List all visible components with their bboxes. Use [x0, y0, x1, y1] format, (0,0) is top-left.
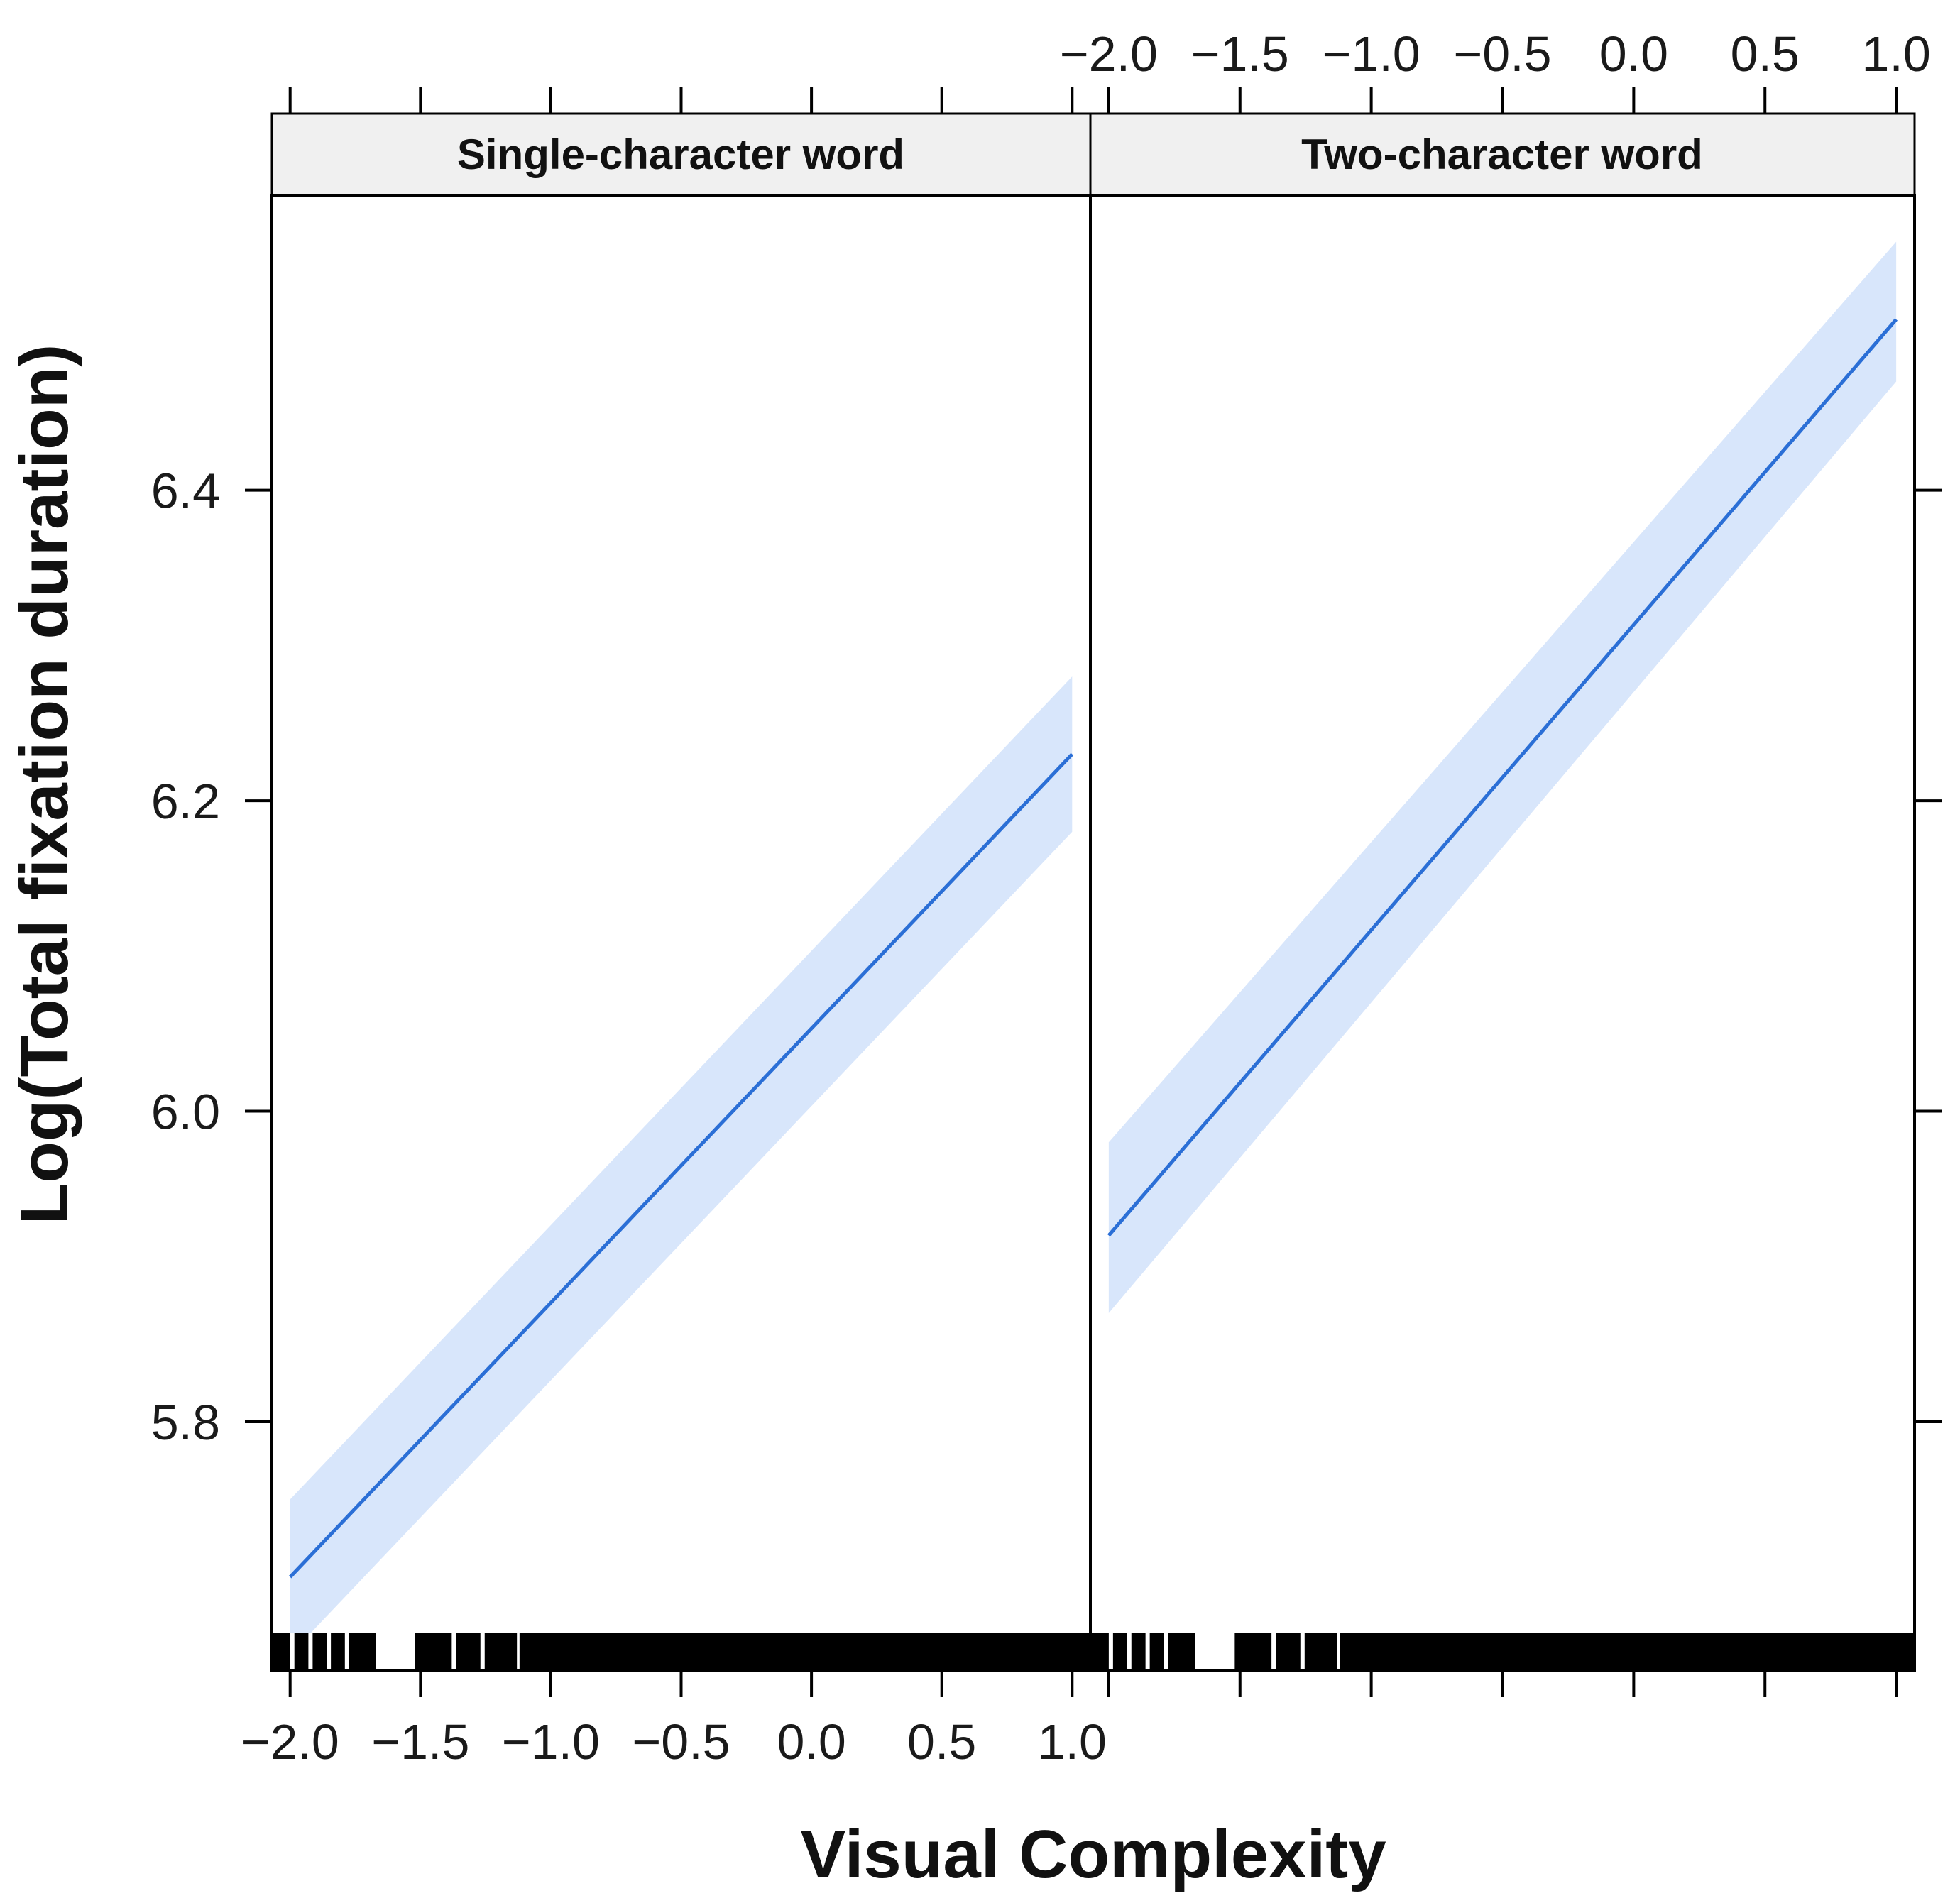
x-tick-label-bottom: −1.0	[502, 1714, 600, 1770]
x-tick-label-bottom: −2.0	[241, 1714, 339, 1770]
x-tick-label-top: 0.5	[1731, 26, 1800, 82]
axis-ticks	[245, 87, 1942, 1697]
y-tick-label: 6.0	[151, 1085, 220, 1140]
x-tick-label-top: −2.0	[1060, 26, 1158, 82]
panel-2-rug-gap	[1145, 1633, 1150, 1670]
x-tick-label-top: −1.0	[1323, 26, 1420, 82]
x-axis-title: Visual Complexity	[800, 1816, 1386, 1892]
x-tick-label-top: 0.0	[1599, 26, 1668, 82]
panel-2-rug	[1090, 1633, 1915, 1670]
panel-1-fit-line-path	[288, 752, 1074, 1579]
x-tick-label-top: −0.5	[1453, 26, 1551, 82]
panel-2-rug-gap	[1127, 1633, 1132, 1670]
panel-1-rug	[272, 1633, 1090, 1670]
x-tick-label-bottom: 1.0	[1038, 1714, 1107, 1770]
y-tick-labels: 5.8 6.0 6.2 6.4	[151, 464, 220, 1450]
panel-2-rug-segment	[1234, 1633, 1337, 1670]
panel-1-rug-gap	[290, 1633, 295, 1670]
panel-2: Two-character word	[1089, 112, 1916, 1672]
panel-2-fit-line	[1107, 318, 1898, 1237]
panel-2-rug-segment	[1090, 1633, 1195, 1670]
panel-1-rug-gap	[344, 1633, 349, 1670]
panel-1-fit-line	[288, 752, 1074, 1579]
x-tick-label-top: −1.5	[1191, 26, 1289, 82]
panel-1-rug-segment	[519, 1633, 1090, 1670]
y-axis-title: Log(Total fixation duration)	[6, 344, 82, 1225]
panel-1-rug-gap	[308, 1633, 313, 1670]
panel-2-rug-gap	[1164, 1633, 1168, 1670]
x-tick-label-bottom: −0.5	[632, 1714, 730, 1770]
y-tick-label: 6.2	[151, 774, 220, 829]
panel-1-rug-segment	[272, 1633, 376, 1670]
panel-1-strip-label: Single-character word	[457, 131, 904, 178]
panel-2-rug-gap	[1300, 1633, 1305, 1670]
panel-1-rug-gap	[480, 1633, 485, 1670]
panel-2-rug-gap	[1271, 1633, 1276, 1670]
panel-1: Single-character word	[270, 112, 1092, 1672]
x-tick-labels: −2.0 −1.5 −1.0 −0.5 0.0 0.5 1.0 −2.0 −1.5 −1.0 −0.…	[241, 26, 1931, 1770]
panel-2-rug-segment	[1340, 1633, 1915, 1670]
panel-2-strip-label: Two-character word	[1301, 131, 1703, 178]
panel-1-rug-gap	[327, 1633, 332, 1670]
x-tick-label-bottom: 0.0	[777, 1714, 845, 1770]
y-tick-label: 5.8	[151, 1395, 220, 1450]
panel-2-strip	[1089, 112, 1916, 197]
panel-1-rug-gap	[451, 1633, 456, 1670]
x-tick-label-bottom: 0.5	[907, 1714, 976, 1770]
x-tick-label-bottom: −1.5	[371, 1714, 469, 1770]
x-tick-label-top: 1.0	[1861, 26, 1930, 82]
panel-2-fit-line-path	[1107, 318, 1898, 1237]
y-tick-label: 6.4	[151, 464, 220, 519]
panel-2-rug-gap	[1108, 1633, 1113, 1670]
panel-1-rug-segment	[415, 1633, 518, 1670]
